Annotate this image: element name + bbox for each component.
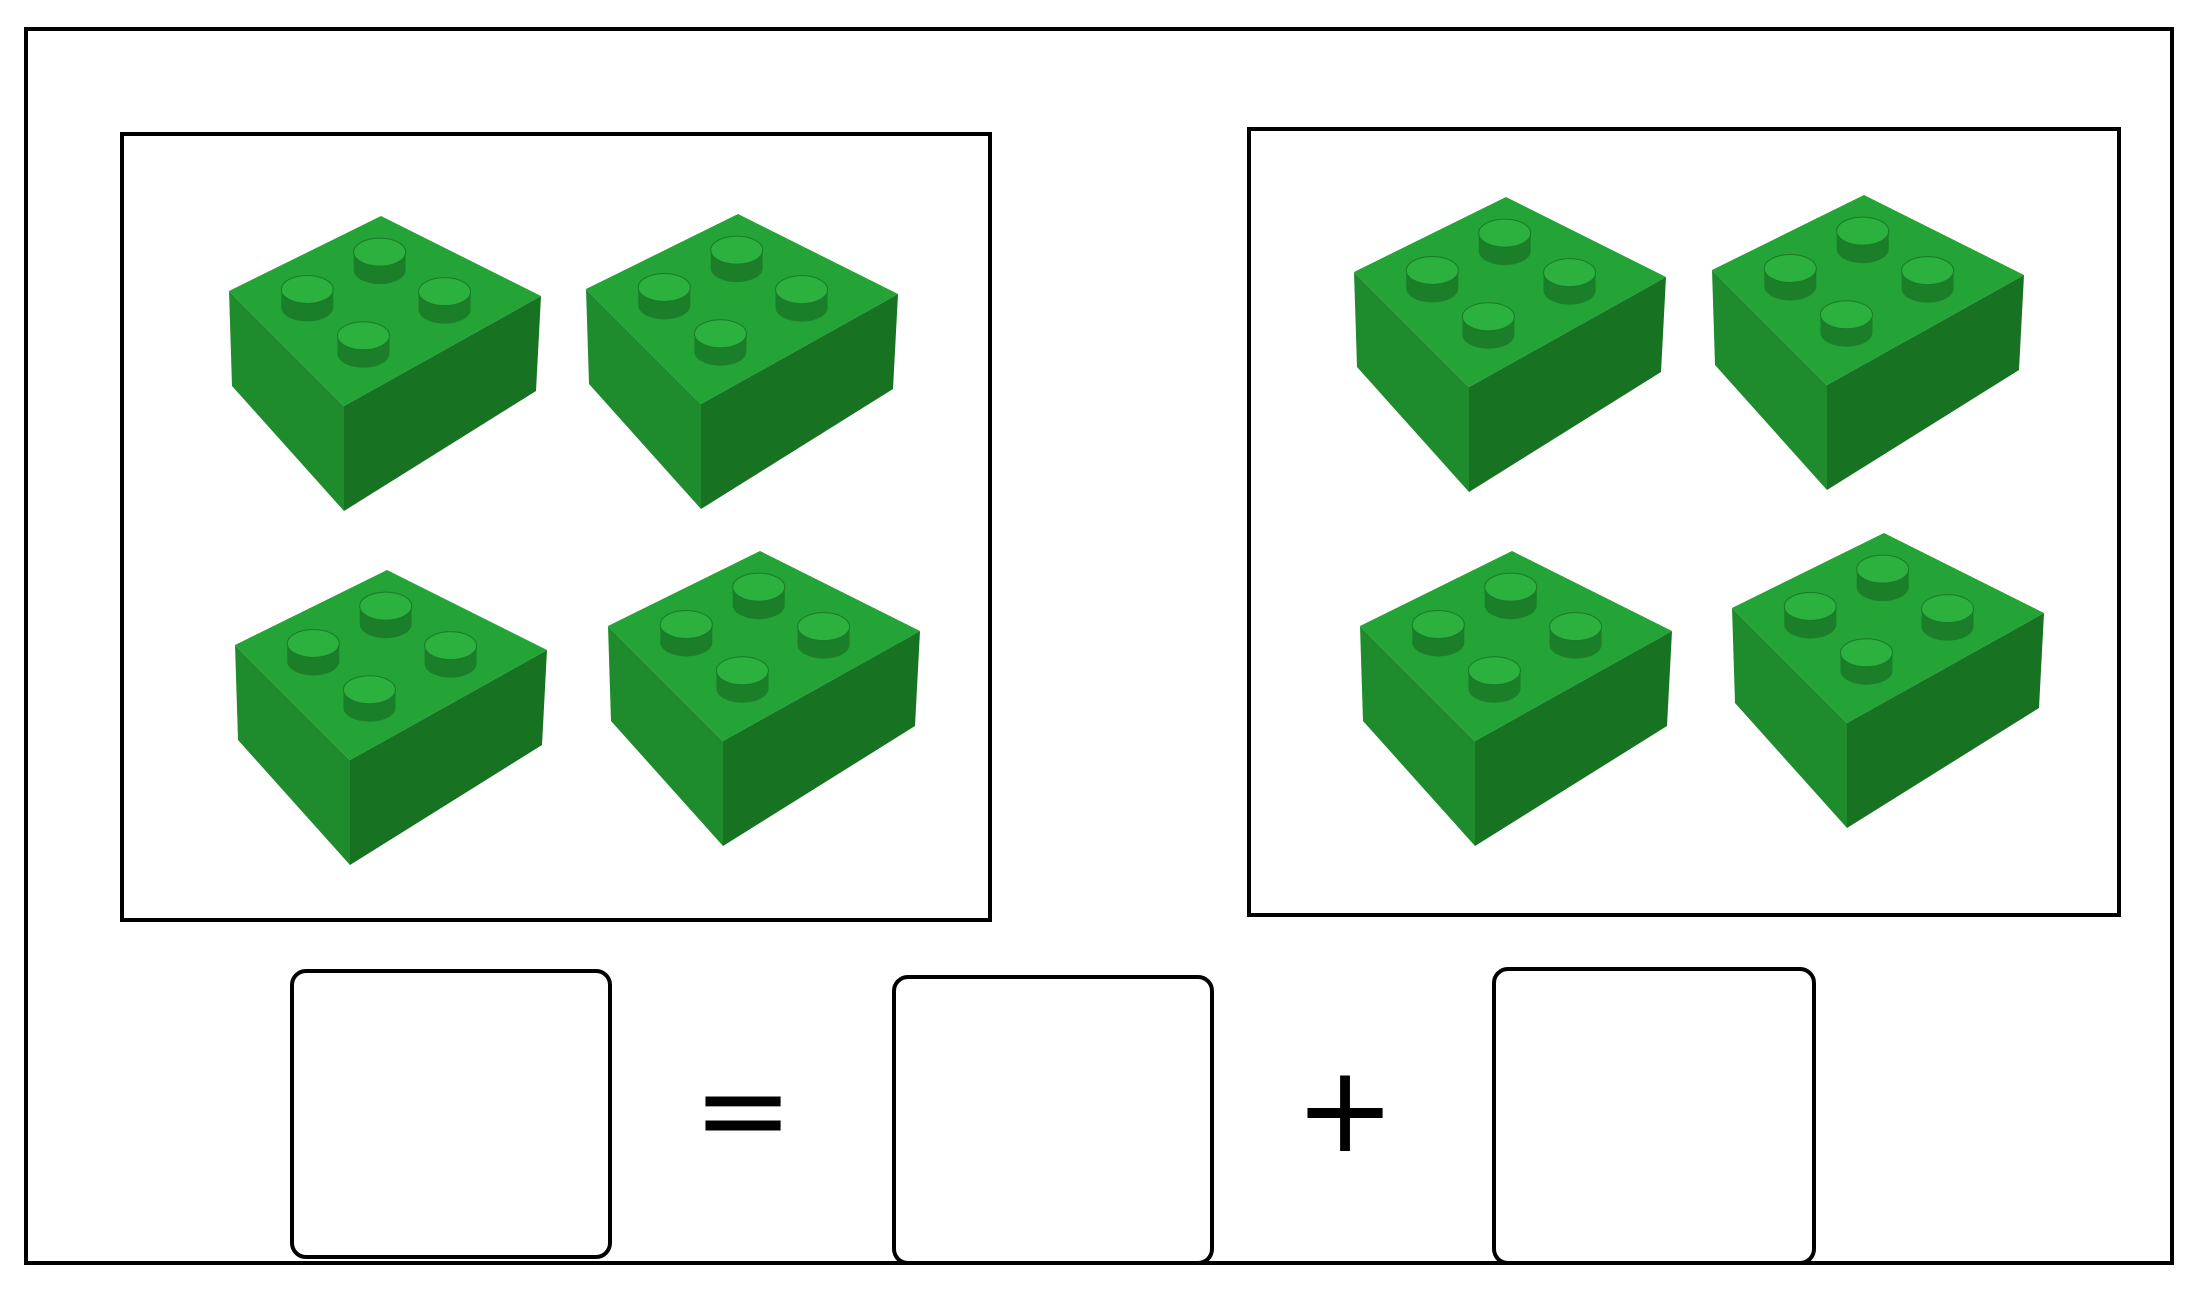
total-answer-box[interactable] xyxy=(290,969,612,1259)
worksheet: = + xyxy=(24,27,2174,1265)
lego-brick-icon xyxy=(1727,523,2047,833)
lego-brick-icon xyxy=(603,541,923,851)
lego-brick-icon xyxy=(230,560,550,870)
equals-sign: = xyxy=(692,1041,794,1180)
left-brick-group xyxy=(120,132,992,922)
first-addend-box[interactable] xyxy=(892,975,1214,1265)
lego-brick-icon xyxy=(224,206,544,516)
lego-brick-icon xyxy=(1355,541,1675,851)
right-brick-group xyxy=(1247,127,2121,917)
lego-brick-icon xyxy=(1707,185,2027,495)
plus-sign: + xyxy=(1294,1041,1396,1180)
lego-brick-icon xyxy=(581,204,901,514)
second-addend-box[interactable] xyxy=(1492,967,1816,1265)
lego-brick-icon xyxy=(1349,187,1669,497)
